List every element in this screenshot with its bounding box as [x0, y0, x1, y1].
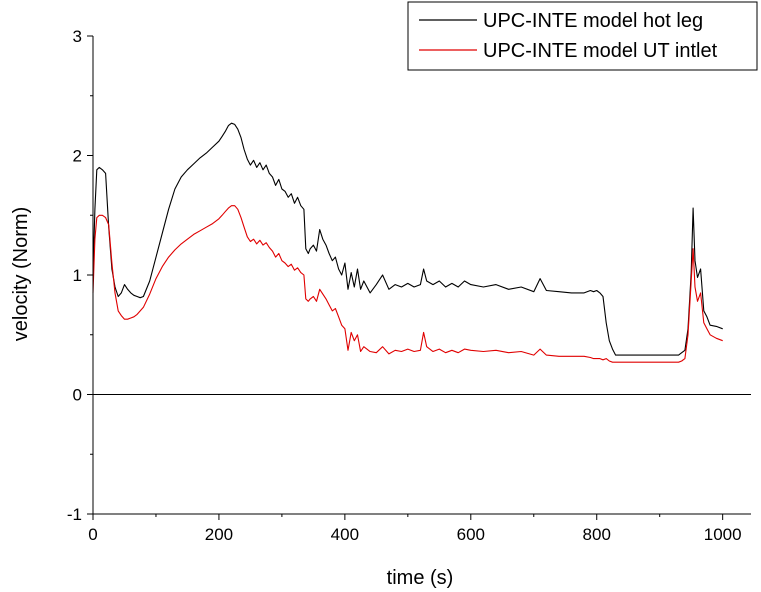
series-line-1 [92, 122, 723, 356]
x-tick-label: 1000 [704, 525, 742, 544]
plot-area [92, 122, 751, 395]
series-lines [92, 122, 723, 363]
legend-box [407, 1, 758, 71]
y-axis-ticks: -1 0 1 2 3 [67, 27, 93, 524]
x-tick-label: 800 [583, 525, 611, 544]
y-tick-label: 3 [73, 27, 82, 46]
legend-label-1: UPC-INTE model hot leg [483, 10, 703, 32]
legend: UPC-INTE model hot leg UPC-INTE model UT … [407, 1, 758, 71]
legend-label-2: UPC-INTE model UT intlet [483, 40, 718, 62]
x-axis-label: time (s) [387, 567, 454, 589]
series-line-2 [92, 205, 723, 363]
x-tick-label: 0 [88, 525, 97, 544]
x-axis-ticks: 0 200 400 600 800 1000 [88, 514, 742, 544]
y-axis-label: velocity (Norm) [10, 207, 32, 341]
x-tick-label: 400 [331, 525, 359, 544]
y-tick-label: 0 [73, 386, 82, 405]
y-tick-label: 2 [73, 147, 82, 166]
x-tick-label: 200 [205, 525, 233, 544]
axes: 0 200 400 600 800 1000 -1 0 1 2 3 [67, 27, 751, 544]
y-tick-label: 1 [73, 266, 82, 285]
y-tick-label: -1 [67, 505, 82, 524]
x-tick-label: 600 [457, 525, 485, 544]
